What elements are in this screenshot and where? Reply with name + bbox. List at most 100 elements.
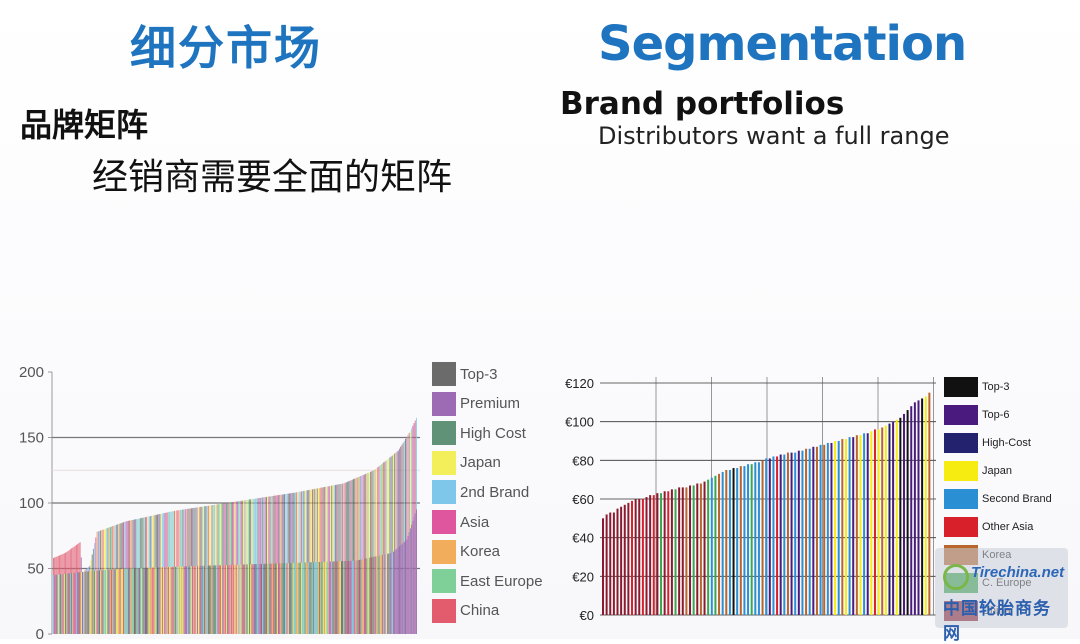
- left-bar-lower: [378, 555, 380, 634]
- right-bar: [638, 499, 641, 615]
- left-bar-lower: [130, 568, 132, 634]
- left-bar-lower: [125, 568, 127, 634]
- left-bar-upper: [326, 486, 328, 634]
- left-bar-lower: [103, 570, 105, 634]
- left-bar-lower: [65, 573, 67, 634]
- left-bar-lower: [305, 562, 307, 634]
- right-bar: [743, 466, 746, 615]
- left-bar-lower: [371, 557, 373, 634]
- left-bar-lower: [301, 562, 302, 634]
- left-legend-swatch: [432, 391, 456, 416]
- left-bar-lower: [374, 556, 376, 634]
- left-bar-lower: [147, 567, 149, 634]
- left-bar-lower: [276, 563, 278, 634]
- left-bar-lower: [361, 559, 363, 634]
- left-bar-lower: [360, 559, 362, 634]
- left-bar-lower: [177, 566, 179, 634]
- right-legend-swatch: [944, 377, 978, 397]
- left-bar-upper: [342, 483, 344, 634]
- left-tick-label: 200: [19, 364, 44, 381]
- right-bar: [649, 495, 652, 615]
- right-bar: [620, 506, 623, 615]
- left-bar-lower: [299, 562, 301, 634]
- left-bar-lower: [380, 555, 382, 634]
- left-bar-lower: [253, 564, 255, 634]
- left-bar-lower: [236, 564, 238, 634]
- left-bar-lower: [192, 566, 194, 634]
- right-legend-label: High-Cost: [982, 437, 1031, 449]
- left-bar-lower: [108, 569, 110, 634]
- left-bar-lower: [331, 561, 333, 634]
- left-bar-lower: [176, 566, 178, 634]
- tirechina-watermark: Tirechina.net 中国轮胎商务网: [935, 548, 1068, 644]
- left-bar-upper: [328, 486, 330, 634]
- left-bar-lower: [175, 566, 177, 634]
- left-bar-upper: [330, 485, 331, 634]
- left-legend-swatch: [432, 539, 456, 564]
- left-bar-lower: [287, 563, 289, 634]
- left-bar-lower: [113, 569, 115, 634]
- left-bar-lower: [282, 563, 284, 634]
- left-bar-lower: [339, 561, 341, 634]
- right-bar: [623, 504, 626, 615]
- left-bar-lower: [357, 560, 359, 634]
- right-legend-label: Other Asia: [982, 521, 1034, 533]
- left-bar-upper: [363, 474, 365, 634]
- left-bar-lower: [67, 573, 69, 634]
- left-bar-lower: [227, 564, 229, 634]
- left-bar-lower: [362, 559, 364, 634]
- left-bar-lower: [142, 567, 144, 634]
- right-bar: [906, 410, 909, 615]
- left-bar-lower: [269, 563, 271, 634]
- left-legend-item: Top-3: [432, 362, 498, 386]
- left-bar-upper: [365, 473, 367, 634]
- right-bar: [794, 452, 797, 615]
- left-bar-lower: [325, 561, 327, 634]
- left-bar-lower: [60, 574, 62, 634]
- left-bar-lower: [115, 569, 117, 634]
- left-bar-lower: [349, 560, 351, 634]
- left-bar-lower: [72, 572, 74, 634]
- left-bar-lower: [338, 561, 340, 634]
- left-bar-lower: [232, 564, 233, 634]
- left-legend-item: Japan: [432, 450, 501, 475]
- left-legend-swatch: [432, 598, 456, 623]
- left-bar-lower: [144, 567, 146, 634]
- right-bar: [899, 417, 902, 615]
- left-bar-upper: [345, 482, 347, 634]
- right-bar: [761, 460, 764, 615]
- left-bar-lower: [198, 565, 200, 634]
- left-bar-lower: [359, 559, 361, 634]
- left-bar-lower: [264, 563, 266, 634]
- left-bar-lower: [238, 564, 240, 634]
- right-bar: [917, 400, 920, 615]
- left-bar-chart: 200 150 100 50 0: [19, 364, 420, 639]
- left-bar-upper: [324, 487, 325, 634]
- left-bar-upper: [316, 488, 318, 634]
- right-legend-swatch: [944, 489, 978, 509]
- right-bar: [768, 458, 771, 615]
- left-bar-upper: [402, 442, 404, 634]
- left-bar-lower: [365, 558, 367, 634]
- left-bar-lower: [267, 563, 269, 634]
- left-bar-lower: [386, 553, 388, 634]
- left-bar-lower: [274, 563, 276, 634]
- left-bar-lower: [181, 566, 183, 634]
- left-bar-lower: [275, 563, 277, 634]
- right-legend-label: Top-6: [982, 409, 1010, 421]
- left-bar-lower: [265, 563, 267, 634]
- left-bar-lower: [118, 569, 120, 634]
- left-bar-lower: [279, 563, 281, 634]
- left-bar-lower: [62, 574, 64, 634]
- left-bar-lower: [285, 563, 287, 634]
- left-bar-lower: [324, 561, 325, 634]
- left-bar-lower: [302, 562, 304, 634]
- right-bar: [823, 444, 826, 615]
- right-bar: [656, 493, 659, 615]
- left-bar-lower: [368, 557, 370, 634]
- right-bar: [674, 489, 677, 615]
- right-bar: [750, 464, 753, 615]
- left-bar-lower: [310, 562, 312, 634]
- right-bar: [721, 471, 724, 615]
- left-bar-lower: [124, 568, 126, 634]
